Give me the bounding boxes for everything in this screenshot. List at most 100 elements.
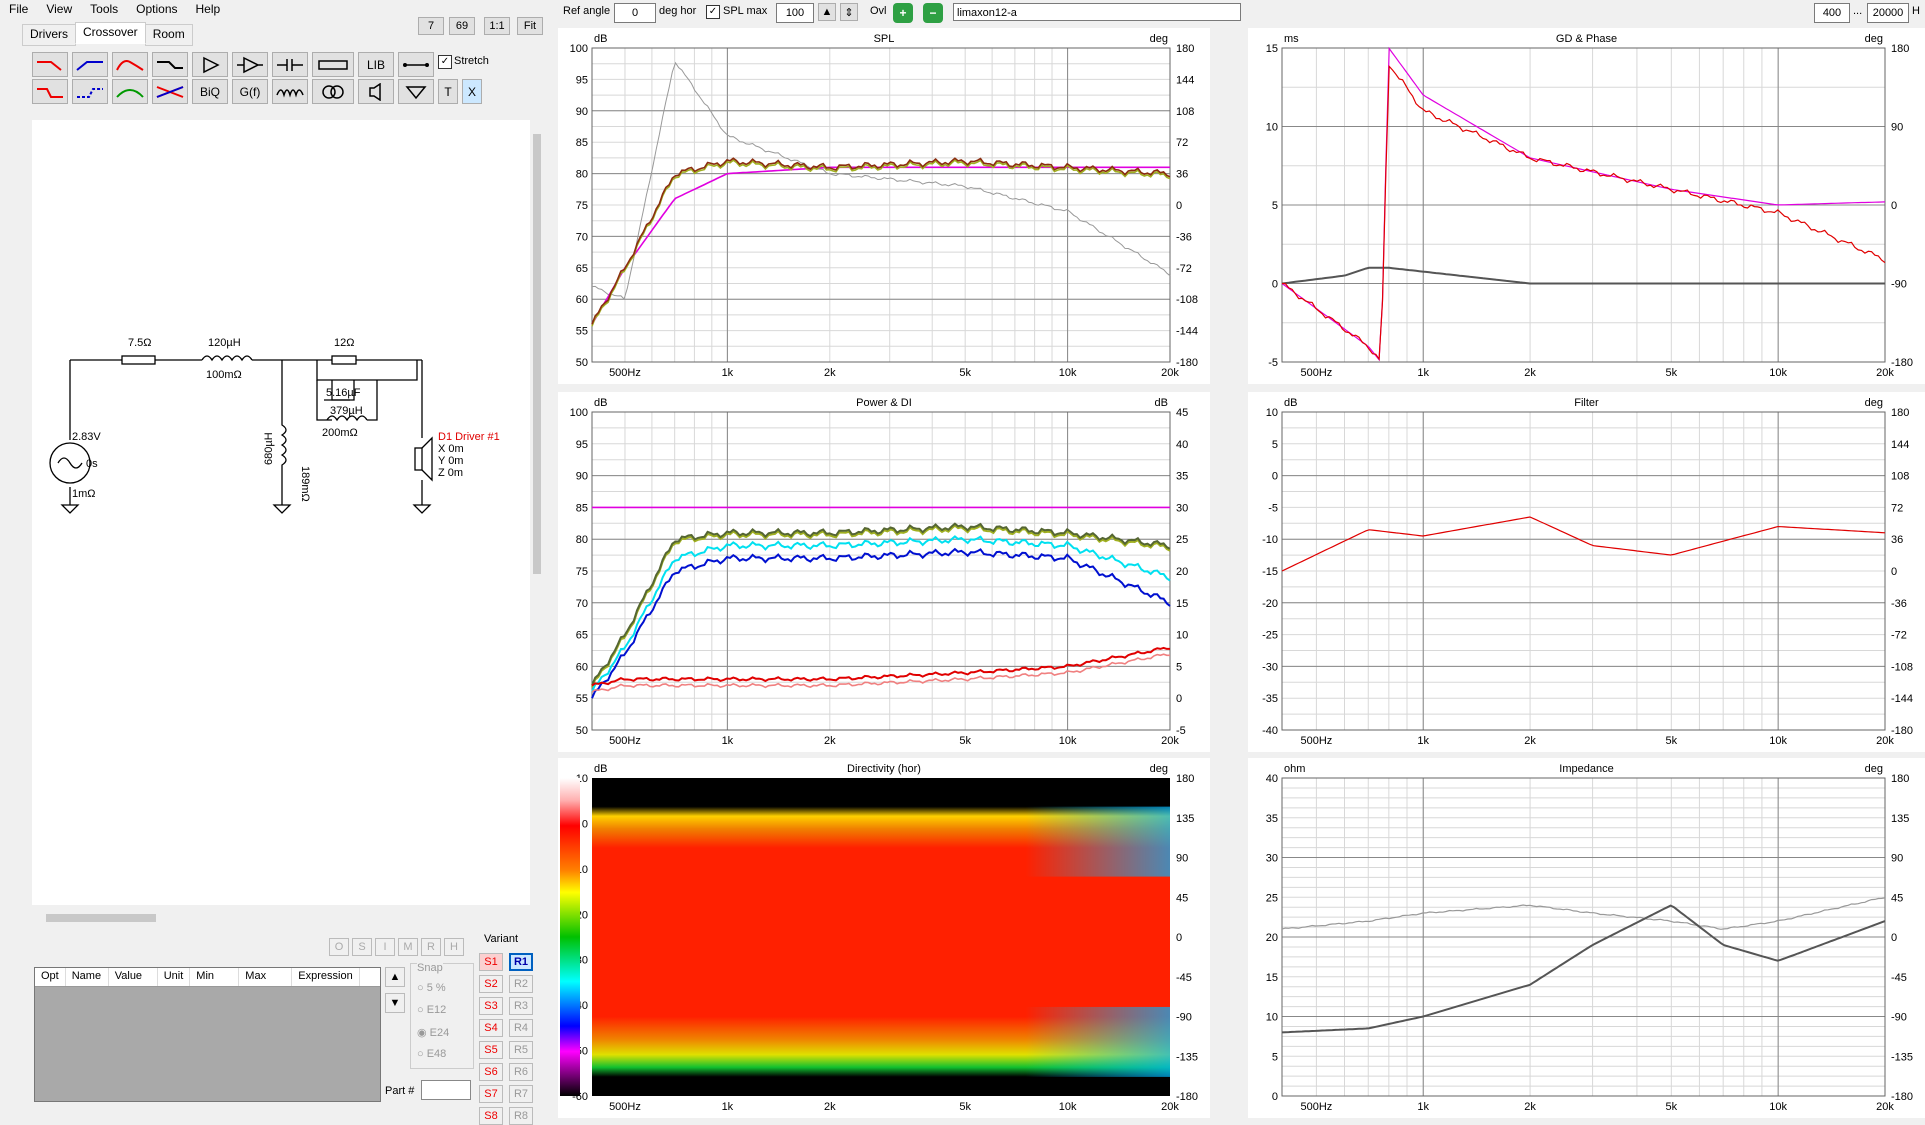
variant-r7-button[interactable]: R7: [509, 1085, 533, 1103]
power-right-tick: 25: [1176, 534, 1188, 546]
variant-r8-button[interactable]: R8: [509, 1107, 533, 1125]
notch-tool[interactable]: [112, 79, 148, 104]
menu-view[interactable]: View: [46, 2, 73, 16]
variant-s1-button[interactable]: S1: [479, 953, 503, 971]
lowpass-tool[interactable]: [32, 52, 68, 77]
flag-s-button[interactable]: S: [352, 938, 372, 956]
flag-m-button[interactable]: M: [398, 938, 418, 956]
capacitor-tool[interactable]: [272, 52, 308, 77]
move-up-button[interactable]: ▲: [385, 967, 405, 987]
flag-o-button[interactable]: O: [329, 938, 349, 956]
stretch-checkbox[interactable]: ✓: [438, 55, 452, 69]
buffer-tool[interactable]: [232, 52, 268, 77]
variant-r4-button[interactable]: R4: [509, 1019, 533, 1037]
transformer-tool[interactable]: [312, 79, 354, 104]
crossover-tool[interactable]: [152, 79, 188, 104]
dir-chart-panel[interactable]: Directivity (hor) dB deg 10 0 -10 -20 -30 -40 -50…: [558, 758, 1210, 1118]
wire-tool[interactable]: [398, 52, 434, 77]
text-tool-button[interactable]: T: [438, 79, 458, 104]
transfer-function-button[interactable]: G(f): [232, 79, 268, 104]
filter-right-tick: -36: [1891, 598, 1907, 610]
variant-s6-button[interactable]: S6: [479, 1063, 503, 1081]
ref-angle-input[interactable]: 0: [614, 3, 656, 23]
ground-tool[interactable]: [398, 79, 434, 104]
shelf-tool[interactable]: [152, 52, 188, 77]
zoom-7-button[interactable]: 7: [418, 17, 444, 35]
schematic-horizontal-scrollbar[interactable]: [32, 912, 544, 924]
variant-s7-button[interactable]: S7: [479, 1085, 503, 1103]
library-button[interactable]: LIB: [358, 52, 394, 77]
scroll-thumb[interactable]: [533, 134, 541, 574]
freq-max-input[interactable]: 20000: [1867, 3, 1909, 23]
imp-right-tick: -45: [1891, 972, 1907, 984]
spl-fit-button[interactable]: ⇕: [840, 3, 858, 21]
snap-e24-text: E24: [429, 1027, 450, 1039]
filter-right-tick: 0: [1891, 566, 1897, 578]
filter-right-tick: 36: [1891, 534, 1903, 546]
variant-s2-button[interactable]: S2: [479, 975, 503, 993]
remove-overlay-button[interactable]: −: [923, 3, 943, 23]
freq-range-dots: ...: [1853, 5, 1863, 17]
zoom-69-button[interactable]: 69: [449, 17, 475, 35]
menu-tools[interactable]: Tools: [90, 2, 119, 16]
inductor-tool[interactable]: [272, 79, 308, 104]
menu-file[interactable]: File: [9, 2, 29, 16]
snap-e12-option[interactable]: ○ E12: [417, 1004, 447, 1016]
add-overlay-button[interactable]: +: [893, 3, 913, 23]
schematic-canvas[interactable]: 7.5Ω 120µH 100mΩ 12Ω 5.16µF 379µH 200mΩ …: [32, 120, 544, 905]
flag-r-button[interactable]: R: [421, 938, 441, 956]
highpass-tool[interactable]: [72, 52, 108, 77]
variant-r6-button[interactable]: R6: [509, 1063, 533, 1081]
flag-h-button[interactable]: H: [444, 938, 464, 956]
variant-s4-button[interactable]: S4: [479, 1019, 503, 1037]
spl-spin-button[interactable]: ▲: [818, 3, 836, 21]
snap-e48-option[interactable]: ○ E48: [417, 1048, 447, 1060]
variant-s5-button[interactable]: S5: [479, 1041, 503, 1059]
bandpass-tool[interactable]: [112, 52, 148, 77]
tab-room[interactable]: Room: [144, 24, 193, 46]
menu-help[interactable]: Help: [195, 2, 221, 16]
variant-r5-button[interactable]: R5: [509, 1041, 533, 1059]
power-left-tick: 55: [576, 693, 588, 705]
driver-tool[interactable]: [358, 79, 394, 104]
imp-right-tick: -180: [1891, 1091, 1913, 1103]
power-left-tick: 65: [576, 630, 588, 642]
hscroll-thumb[interactable]: [46, 914, 156, 922]
freq-min-input[interactable]: 400: [1814, 3, 1850, 23]
filter-chart-panel[interactable]: Filter dB deg 10 5 0 -5 -10 -15 -20 -25 -30 -35 -40 18…: [1248, 392, 1925, 752]
schematic-vertical-scrollbar[interactable]: [530, 120, 544, 905]
variant-s3-button[interactable]: S3: [479, 997, 503, 1015]
flag-i-button[interactable]: I: [375, 938, 395, 956]
imp-chart-panel[interactable]: Impedance ohm deg 40 35 30 25 20 15 10 5 0 180 135 90 4…: [1248, 758, 1925, 1118]
spl-right-tick: 36: [1176, 169, 1188, 181]
dir-right-tick: 135: [1176, 813, 1194, 825]
variant-r1-button[interactable]: R1: [509, 953, 533, 971]
snap-e12-text: E12: [426, 1004, 447, 1016]
gd-chart-panel[interactable]: GD & Phase ms deg 15 10 5 0 -5 180 90 0 -90 -180 500H…: [1248, 28, 1925, 384]
variant-r3-button[interactable]: R3: [509, 997, 533, 1015]
variant-r2-button[interactable]: R2: [509, 975, 533, 993]
delete-tool-button[interactable]: X: [462, 79, 482, 104]
snap-e24-option[interactable]: ◉ E24: [417, 1027, 450, 1039]
part-input[interactable]: [421, 1080, 471, 1100]
highpass-2-tool[interactable]: [72, 79, 108, 104]
biquad-button[interactable]: BiQ: [192, 79, 228, 104]
spl-max-checkbox[interactable]: ✓: [706, 5, 720, 19]
power-chart-panel[interactable]: Power & DI dB dB 100 95 90 85 80 75 70 65 60 55 50 45 4…: [558, 392, 1210, 752]
lowpass-2-tool[interactable]: [32, 79, 68, 104]
resistor-tool[interactable]: [312, 52, 354, 77]
variant-s8-button[interactable]: S8: [479, 1107, 503, 1125]
spl-max-input[interactable]: 100: [776, 3, 814, 23]
amplifier-tool[interactable]: [192, 52, 228, 77]
move-down-button[interactable]: ▼: [385, 993, 405, 1013]
tab-drivers[interactable]: Drivers: [22, 24, 76, 46]
snap-5-option[interactable]: ○ 5 %: [417, 982, 446, 994]
optimizer-table[interactable]: Opt Name Value Unit Min Max Expression: [34, 967, 381, 1102]
zoom-1-1-button[interactable]: 1:1: [484, 17, 510, 35]
menu-options[interactable]: Options: [136, 2, 178, 16]
driver-name-field[interactable]: limaxon12-a: [953, 3, 1241, 21]
zoom-fit-button[interactable]: Fit: [517, 17, 543, 35]
spl-chart-panel[interactable]: SPL dB deg 100 95 90 85 80 75 70 65 60 55 50 180 144 108…: [558, 28, 1210, 384]
tab-crossover[interactable]: Crossover: [75, 22, 146, 44]
filter-left-tick: -5: [1268, 502, 1278, 514]
